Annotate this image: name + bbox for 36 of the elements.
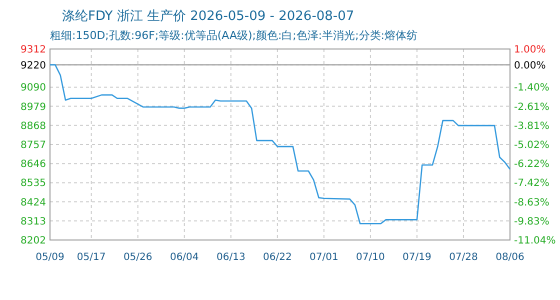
y-tick-label: 8646 <box>20 159 46 170</box>
x-tick-label: 05/09 <box>36 252 64 263</box>
y-tick-label: 8979 <box>20 102 46 113</box>
y2-tick-label: -1.40% <box>514 82 550 94</box>
y2-tick-label: -9.83% <box>514 216 550 228</box>
x-tick-label: 05/17 <box>76 252 106 263</box>
y-tick-label: 8535 <box>20 178 46 190</box>
x-tick-label: 07/10 <box>356 252 385 263</box>
y2-tick-label: -5.02% <box>514 140 550 151</box>
y2-tick-label: -6.22% <box>514 159 550 170</box>
y2-tick-label: 1.00% <box>514 44 546 56</box>
y2-tick-label: -2.61% <box>514 102 550 113</box>
chart-subtitle: 粗细:150D;孔数:96F;等级:优等品(AA级);颜色:白;色泽:半消光;分类:熔体纺 <box>50 29 418 42</box>
y-tick-label: 9312 <box>20 44 46 56</box>
x-tick-label: 07/01 <box>310 252 338 263</box>
y-tick-label: 8757 <box>20 140 46 151</box>
y2-tick-label: 0.00% <box>514 60 546 72</box>
y2-tick-label: -7.42% <box>514 178 550 190</box>
x-tick-label: 06/22 <box>263 252 292 263</box>
x-tick-label: 06/13 <box>216 252 246 263</box>
x-tick-label: 05/26 <box>123 252 152 263</box>
y-tick-label: 8313 <box>20 216 46 228</box>
x-tick-label: 07/28 <box>449 252 478 263</box>
y2-tick-label: -3.81% <box>514 120 550 132</box>
y-tick-label: 8868 <box>20 120 46 132</box>
line-series <box>49 64 511 224</box>
x-tick-label: 07/19 <box>402 252 432 263</box>
y2-tick-label: -11.04% <box>514 236 556 246</box>
y-tick-label: 9220 <box>20 60 46 72</box>
x-tick-label: 06/04 <box>170 252 199 263</box>
y2-tick-label: -8.63% <box>514 197 550 208</box>
x-tick-label: 08/06 <box>496 252 524 263</box>
y-tick-label: 8202 <box>20 236 46 246</box>
y-tick-label: 8424 <box>20 197 46 208</box>
y-tick-label: 9090 <box>20 82 46 94</box>
chart-title: 涤纶FDY 浙江 生产价 2026-05-09 - 2026-08-07 <box>62 9 354 24</box>
